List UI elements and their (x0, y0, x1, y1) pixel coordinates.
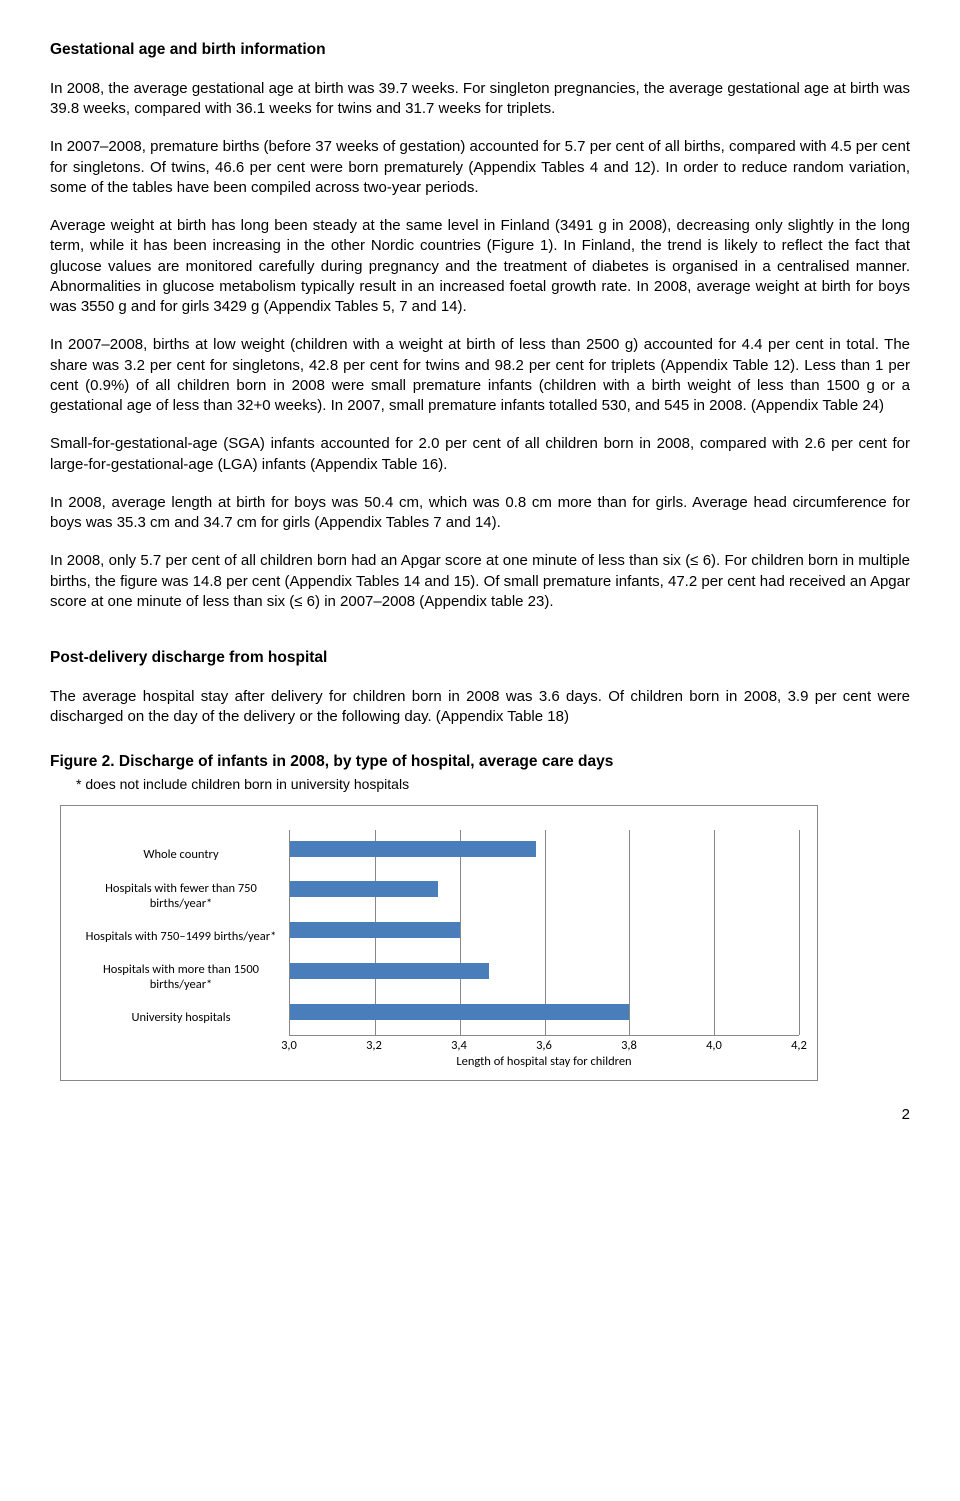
chart-bar (290, 1004, 629, 1020)
chart-tick-label: 3,8 (621, 1038, 637, 1055)
chart-gridline (799, 830, 800, 1034)
chart-gridline (629, 830, 630, 1034)
chart-x-axis: 3,03,23,43,63,84,04,2 (289, 1036, 799, 1052)
chart-bar (290, 841, 536, 857)
paragraph: In 2007–2008, births at low weight (chil… (50, 335, 910, 416)
chart-category-label: Hospitals with 750–1499 births/year* (79, 921, 289, 951)
paragraph: Small-for-gestational-age (SGA) infants … (50, 434, 910, 475)
chart-tick-label: 4,2 (791, 1038, 807, 1055)
bar-chart: Whole country Hospitals with fewer than … (60, 805, 818, 1081)
section-heading-discharge: Post-delivery discharge from hospital (50, 648, 910, 669)
chart-bar (290, 963, 489, 979)
chart-category-axis: Whole country Hospitals with fewer than … (79, 830, 289, 1070)
page-number: 2 (50, 1105, 910, 1125)
paragraph: Average weight at birth has long been st… (50, 216, 910, 317)
chart-tick-label: 4,0 (706, 1038, 722, 1055)
chart-bar (290, 881, 438, 897)
chart-tick-label: 3,2 (366, 1038, 382, 1055)
paragraph: In 2008, only 5.7 per cent of all childr… (50, 551, 910, 612)
chart-category-label: Hospitals with more than 1500 births/yea… (79, 962, 289, 992)
paragraph: In 2008, the average gestational age at … (50, 79, 910, 120)
section-heading-gestational: Gestational age and birth information (50, 40, 910, 61)
chart-category-label: Hospitals with fewer than 750 births/yea… (79, 881, 289, 911)
paragraph: In 2007–2008, premature births (before 3… (50, 137, 910, 198)
chart-category-label: Whole country (79, 840, 289, 870)
chart-axis-title: Length of hospital stay for children (289, 1054, 799, 1071)
chart-tick-label: 3,6 (536, 1038, 552, 1055)
chart-category-label: University hospitals (79, 1003, 289, 1033)
chart-bar (290, 922, 460, 938)
paragraph: The average hospital stay after delivery… (50, 687, 910, 728)
chart-plot-area (289, 830, 799, 1035)
chart-tick-label: 3,0 (281, 1038, 297, 1055)
figure-note: * does not include children born in univ… (76, 775, 910, 794)
paragraph: In 2008, average length at birth for boy… (50, 493, 910, 534)
figure-title: Figure 2. Discharge of infants in 2008, … (50, 752, 910, 773)
chart-tick-label: 3,4 (451, 1038, 467, 1055)
chart-gridline (714, 830, 715, 1034)
